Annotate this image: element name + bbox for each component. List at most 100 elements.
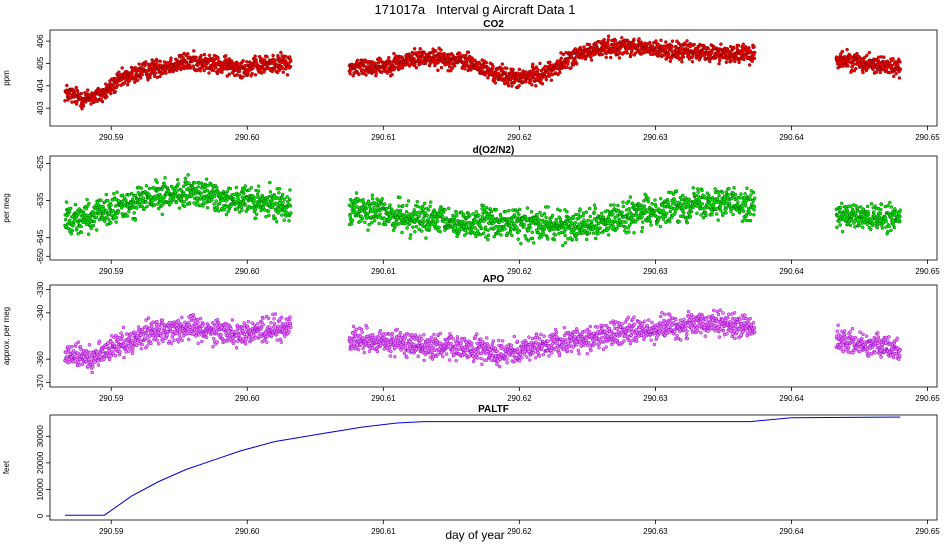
data-point bbox=[611, 212, 615, 216]
data-point bbox=[738, 196, 743, 200]
data-point bbox=[752, 50, 757, 55]
data-point bbox=[121, 325, 126, 330]
data-point bbox=[865, 204, 870, 209]
x-tick-label: 290.60 bbox=[235, 394, 260, 403]
data-point bbox=[553, 233, 558, 237]
data-point bbox=[438, 229, 443, 234]
data-point bbox=[664, 40, 668, 44]
data-point bbox=[897, 76, 902, 80]
data-point bbox=[264, 214, 268, 219]
data-point bbox=[404, 210, 409, 214]
data-point bbox=[517, 229, 522, 233]
data-point bbox=[393, 65, 397, 70]
y-tick-label: -340 bbox=[36, 304, 45, 321]
data-point bbox=[361, 198, 365, 202]
data-point bbox=[437, 225, 441, 230]
data-point bbox=[594, 223, 599, 228]
data-point bbox=[186, 52, 190, 56]
data-point bbox=[138, 339, 143, 344]
data-point bbox=[879, 202, 884, 207]
data-point bbox=[63, 350, 68, 355]
data-point bbox=[454, 211, 458, 215]
data-point bbox=[443, 52, 447, 56]
data-point bbox=[736, 43, 741, 48]
data-point bbox=[196, 185, 200, 189]
data-point bbox=[517, 84, 521, 88]
data-point bbox=[182, 204, 187, 209]
data-point bbox=[695, 204, 699, 208]
data-point bbox=[484, 205, 489, 210]
data-point bbox=[883, 216, 888, 220]
data-point bbox=[239, 205, 244, 209]
data-point bbox=[186, 173, 190, 177]
data-point bbox=[79, 230, 84, 235]
data-point bbox=[383, 202, 387, 206]
data-point bbox=[284, 55, 289, 59]
data-point bbox=[840, 229, 845, 234]
data-point bbox=[428, 200, 433, 204]
data-point bbox=[363, 58, 368, 62]
data-point bbox=[87, 201, 91, 206]
data-point bbox=[685, 47, 690, 51]
data-point bbox=[478, 232, 483, 237]
data-point bbox=[878, 70, 882, 75]
data-point bbox=[861, 70, 865, 75]
data-point bbox=[608, 203, 613, 207]
data-point bbox=[447, 53, 451, 58]
data-point bbox=[687, 57, 692, 61]
data-point bbox=[621, 204, 626, 209]
data-point bbox=[73, 202, 78, 207]
data-point bbox=[374, 71, 378, 76]
data-point bbox=[76, 340, 81, 344]
data-point bbox=[582, 218, 586, 222]
data-point bbox=[67, 209, 72, 214]
data-point bbox=[613, 38, 618, 43]
data-point bbox=[640, 215, 644, 219]
data-point bbox=[133, 218, 138, 222]
data-point bbox=[453, 219, 457, 224]
data-point bbox=[271, 196, 276, 201]
data-point bbox=[710, 210, 714, 214]
data-point bbox=[477, 60, 481, 65]
data-point bbox=[898, 208, 903, 212]
data-point bbox=[840, 49, 845, 54]
data-point bbox=[68, 218, 72, 223]
data-point bbox=[659, 38, 663, 43]
data-point bbox=[515, 226, 519, 230]
y-tick-label: -625 bbox=[36, 155, 45, 172]
data-point bbox=[628, 195, 633, 199]
data-point bbox=[191, 64, 195, 68]
data-point bbox=[246, 71, 250, 76]
data-point bbox=[446, 206, 451, 211]
data-point bbox=[884, 219, 888, 224]
data-point bbox=[155, 180, 159, 185]
data-point bbox=[109, 221, 113, 225]
data-point bbox=[506, 84, 511, 88]
data-point bbox=[599, 211, 604, 216]
data-point bbox=[884, 225, 888, 229]
data-point bbox=[137, 62, 141, 66]
data-point bbox=[473, 226, 478, 230]
data-point bbox=[690, 59, 695, 64]
data-point bbox=[376, 61, 381, 65]
data-point bbox=[504, 71, 508, 75]
data-point bbox=[372, 219, 377, 223]
data-point bbox=[650, 201, 654, 206]
data-point bbox=[286, 61, 291, 65]
data-point bbox=[357, 72, 361, 77]
data-point bbox=[392, 51, 396, 56]
data-point bbox=[140, 72, 144, 77]
data-point bbox=[584, 210, 589, 214]
data-point bbox=[872, 210, 876, 214]
data-point bbox=[625, 51, 629, 55]
data-point bbox=[483, 73, 487, 77]
data-point bbox=[748, 218, 753, 223]
data-point bbox=[858, 205, 863, 209]
data-point bbox=[897, 218, 902, 223]
data-points-o2n2 bbox=[63, 173, 903, 248]
data-point bbox=[752, 208, 756, 212]
data-point bbox=[202, 68, 206, 73]
data-point bbox=[75, 226, 79, 230]
data-point bbox=[676, 54, 680, 59]
